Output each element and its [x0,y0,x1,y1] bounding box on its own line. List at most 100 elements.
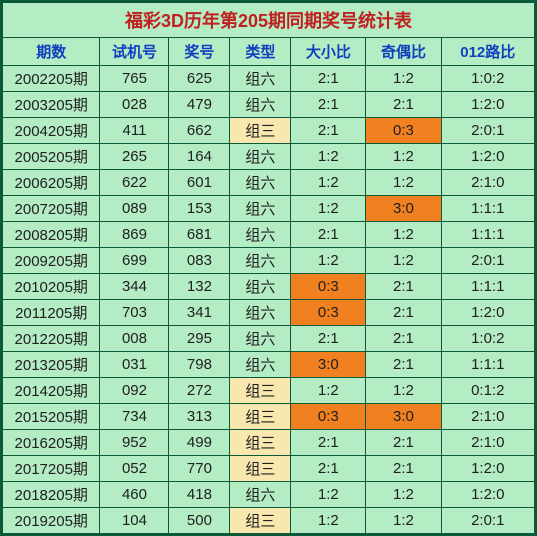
cell: 1:2:0 [441,92,535,118]
cell: 092 [100,378,169,404]
cell: 1:2 [366,170,441,196]
cell: 681 [169,222,230,248]
cell: 2:0:1 [441,248,535,274]
cell: 2018205期 [3,482,100,508]
cell: 2005205期 [3,144,100,170]
cell: 2012205期 [3,326,100,352]
col-header-oddeven: 奇偶比 [366,38,441,66]
cell: 2010205期 [3,274,100,300]
table: 福彩3D历年第205期同期奖号统计表 期数 试机号 奖号 类型 大小比 奇偶比 … [2,2,535,534]
cell: 2007205期 [3,196,100,222]
cell: 2:1 [366,92,441,118]
cell: 1:1:1 [441,196,535,222]
table-row: 2012205期008295组六2:12:11:0:2 [3,326,535,352]
cell: 1:2:0 [441,300,535,326]
table-row: 2011205期703341组六0:32:11:2:0 [3,300,535,326]
cell: 0:3 [291,274,366,300]
cell: 组三 [230,456,291,482]
table-row: 2017205期052770组三2:12:11:2:0 [3,456,535,482]
cell: 2:1 [366,352,441,378]
table-row: 2008205期869681组六2:11:21:1:1 [3,222,535,248]
table-row: 2006205期622601组六1:21:22:1:0 [3,170,535,196]
cell: 组六 [230,326,291,352]
cell: 2003205期 [3,92,100,118]
cell: 2016205期 [3,430,100,456]
cell: 组六 [230,352,291,378]
cell: 2015205期 [3,404,100,430]
cell: 500 [169,508,230,534]
cell: 2011205期 [3,300,100,326]
cell: 2009205期 [3,248,100,274]
cell: 1:1:1 [441,352,535,378]
cell: 765 [100,66,169,92]
cell: 418 [169,482,230,508]
cell: 组六 [230,196,291,222]
cell: 1:2 [366,482,441,508]
col-header-012: 012路比 [441,38,535,66]
cell: 952 [100,430,169,456]
cell: 1:1:1 [441,222,535,248]
table-row: 2013205期031798组六3:02:11:1:1 [3,352,535,378]
cell: 104 [100,508,169,534]
cell: 2:0:1 [441,508,535,534]
cell: 089 [100,196,169,222]
cell: 460 [100,482,169,508]
cell: 601 [169,170,230,196]
cell: 1:2 [366,144,441,170]
cell: 1:2 [366,508,441,534]
cell: 869 [100,222,169,248]
cell: 2:1 [366,430,441,456]
cell: 组六 [230,300,291,326]
cell: 265 [100,144,169,170]
cell: 0:1:2 [441,378,535,404]
cell: 组三 [230,508,291,534]
cell: 2:1 [366,456,441,482]
cell: 2:1 [291,326,366,352]
table-row: 2004205期411662组三2:10:32:0:1 [3,118,535,144]
table-row: 2018205期460418组六1:21:21:2:0 [3,482,535,508]
cell: 2:1:0 [441,170,535,196]
cell: 2006205期 [3,170,100,196]
cell: 1:2:0 [441,456,535,482]
cell: 1:2 [291,508,366,534]
cell: 2008205期 [3,222,100,248]
table-row: 2005205期265164组六1:21:21:2:0 [3,144,535,170]
cell: 2:1 [291,92,366,118]
table-row: 2002205期765625组六2:11:21:0:2 [3,66,535,92]
table-row: 2009205期699083组六1:21:22:0:1 [3,248,535,274]
table-body: 2002205期765625组六2:11:21:0:22003205期02847… [3,66,535,534]
cell: 2:1 [291,66,366,92]
cell: 344 [100,274,169,300]
cell: 组三 [230,118,291,144]
cell: 699 [100,248,169,274]
cell: 2014205期 [3,378,100,404]
cell: 组三 [230,404,291,430]
cell: 662 [169,118,230,144]
cell: 703 [100,300,169,326]
table-row: 2016205期952499组三2:12:12:1:0 [3,430,535,456]
cell: 272 [169,378,230,404]
cell: 3:0 [366,404,441,430]
cell: 031 [100,352,169,378]
table-title: 福彩3D历年第205期同期奖号统计表 [3,3,535,38]
cell: 组六 [230,274,291,300]
cell: 1:0:2 [441,66,535,92]
table-row: 2007205期089153组六1:23:01:1:1 [3,196,535,222]
cell: 052 [100,456,169,482]
cell: 组六 [230,248,291,274]
cell: 1:2:0 [441,144,535,170]
header-row: 期数 试机号 奖号 类型 大小比 奇偶比 012路比 [3,38,535,66]
cell: 2:1:0 [441,430,535,456]
cell: 132 [169,274,230,300]
cell: 组六 [230,144,291,170]
cell: 313 [169,404,230,430]
cell: 479 [169,92,230,118]
cell: 2017205期 [3,456,100,482]
cell: 798 [169,352,230,378]
cell: 411 [100,118,169,144]
lottery-stats-table: 福彩3D历年第205期同期奖号统计表 期数 试机号 奖号 类型 大小比 奇偶比 … [0,0,537,536]
cell: 组六 [230,92,291,118]
cell: 2:1 [366,300,441,326]
cell: 083 [169,248,230,274]
col-header-bigsmall: 大小比 [291,38,366,66]
